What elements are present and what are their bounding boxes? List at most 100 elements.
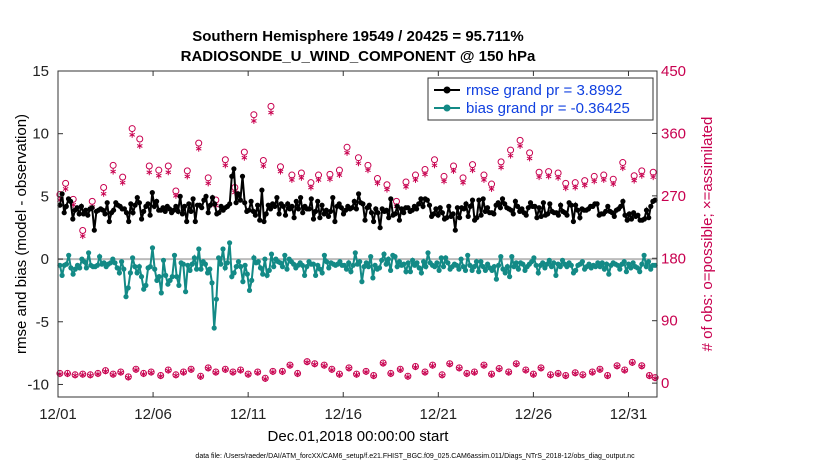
bias-point <box>233 264 239 270</box>
obs_low_assimilated-marker <box>197 373 204 380</box>
bias-point <box>141 286 147 292</box>
legend-rmse-label: rmse grand pr = 3.8992 <box>466 82 622 99</box>
bias-point <box>132 264 138 270</box>
obs_low_assimilated-marker <box>148 369 155 376</box>
bias-point <box>218 261 224 267</box>
rmse-point <box>564 212 570 218</box>
bias-point <box>418 270 424 276</box>
rmse-point <box>603 208 609 214</box>
obs_assimilated-marker <box>222 162 229 169</box>
obs_low_assimilated-marker <box>157 373 164 380</box>
rmse-point <box>104 200 110 206</box>
obs_possible-marker <box>145 162 153 170</box>
bias-point <box>324 259 330 265</box>
rmse-point <box>317 215 323 221</box>
bias-point <box>174 274 180 280</box>
rmse-point <box>540 200 547 206</box>
bias-point <box>138 274 145 280</box>
bias-point <box>504 264 510 270</box>
bias-point <box>579 259 586 265</box>
rmse-point <box>276 211 282 217</box>
rmse-point <box>641 216 648 222</box>
obs_low_assimilated-marker <box>165 367 172 374</box>
rmse-point <box>467 203 473 209</box>
left-y-tick-label: -10 <box>27 376 49 393</box>
right-y-tick-label: 270 <box>661 188 686 205</box>
obs_low_assimilated-marker <box>456 365 463 372</box>
bias-point <box>63 261 70 267</box>
bias-point <box>119 259 125 265</box>
obs_assimilated-marker <box>517 142 523 149</box>
rmse-point <box>308 196 314 202</box>
rmse-point <box>68 198 74 204</box>
bias-point <box>180 261 186 267</box>
rmse-point <box>409 207 415 213</box>
bias-point <box>593 264 599 270</box>
obs_assimilated-marker <box>403 183 409 190</box>
bias-point <box>471 264 477 270</box>
rmse-point <box>351 198 357 204</box>
obs_assimilated-marker <box>422 171 428 178</box>
obs_low_assimilated-marker <box>555 371 561 378</box>
obs_low_assimilated-marker <box>412 364 419 371</box>
rmse-point <box>246 207 252 213</box>
right-y-tick-label: 0 <box>661 375 669 392</box>
bias-point <box>68 265 74 271</box>
obs_assimilated-marker <box>62 185 69 192</box>
obs_low_assimilated-marker <box>212 369 219 376</box>
rmse-point <box>594 201 600 207</box>
rmse-point <box>353 206 359 212</box>
rmse-point <box>575 207 581 213</box>
rmse-point <box>620 198 626 204</box>
rmse-point <box>74 205 80 211</box>
obs_low_assimilated-marker <box>117 369 124 376</box>
bias-point <box>493 276 499 282</box>
rmse-point <box>394 203 400 209</box>
rmse-point <box>652 197 658 203</box>
obs_low_assimilated-marker <box>363 369 369 376</box>
rmse-point <box>401 210 407 216</box>
obs_assimilated-marker <box>572 184 579 191</box>
rmse-point <box>207 202 213 208</box>
rmse-point <box>532 203 538 209</box>
rmse-point <box>491 211 497 217</box>
obs_assimilated-marker <box>526 155 533 162</box>
bias-point <box>557 264 563 270</box>
rmse-point <box>280 203 286 209</box>
rmse-point <box>252 212 258 218</box>
left-y-tick-label: -5 <box>36 314 49 331</box>
obs_low_assimilated-marker <box>370 373 377 380</box>
bias-point <box>467 262 473 268</box>
bias-point <box>513 260 519 266</box>
rmse-point <box>134 195 140 201</box>
rmse-point <box>154 198 160 204</box>
rmse-point <box>495 200 501 206</box>
rmse-point <box>502 201 508 207</box>
left-y-tick-label: 10 <box>32 126 49 143</box>
rmse-point <box>83 207 89 213</box>
rmse-point <box>121 206 127 212</box>
rmse-point <box>330 195 336 201</box>
bias-point <box>123 294 129 300</box>
bias-point <box>154 277 160 283</box>
bias-point <box>388 267 394 273</box>
bias-point <box>432 264 438 270</box>
bias-point <box>343 266 350 272</box>
bias-point <box>502 270 508 276</box>
obs_assimilated-marker <box>431 162 438 169</box>
bias-point <box>559 257 566 263</box>
rmse-point <box>452 227 458 233</box>
rmse-point <box>203 193 209 199</box>
rmse-series <box>57 166 658 233</box>
bias-point <box>231 270 237 276</box>
x-tick-label: 12/21 <box>420 406 458 423</box>
bias-point <box>116 270 122 276</box>
obs_low_assimilated-marker <box>95 371 101 378</box>
bias-point <box>222 265 228 271</box>
bias-point <box>59 272 65 278</box>
obs_low_assimilated-marker <box>245 371 252 378</box>
obs_low_assimilated-marker <box>125 374 132 381</box>
bias-point <box>346 260 352 266</box>
bias-point <box>282 252 288 258</box>
bias-point <box>434 260 440 266</box>
